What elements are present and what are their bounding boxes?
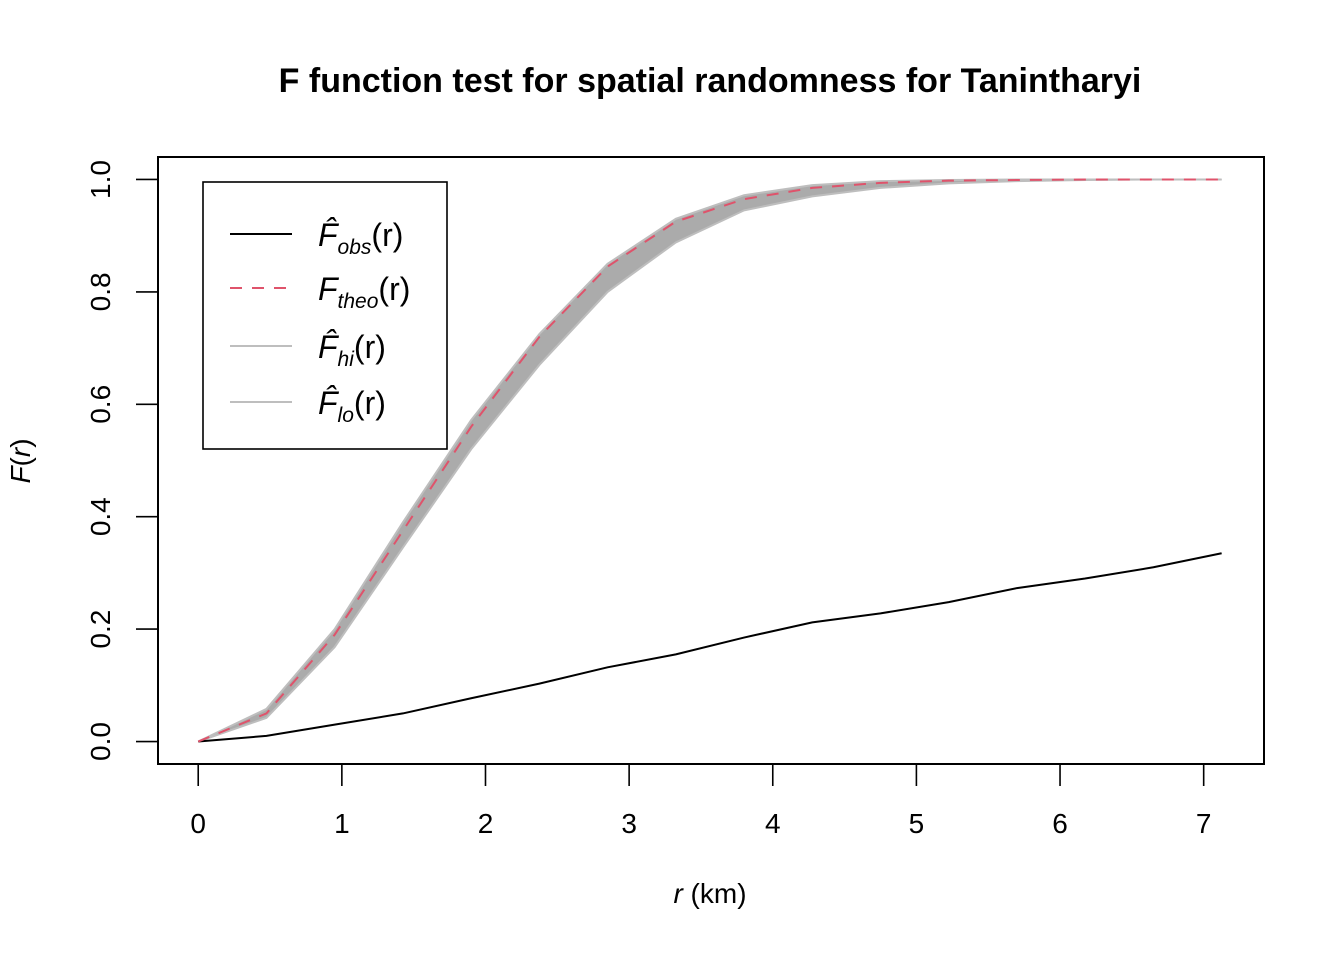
series-line-lo bbox=[197, 178, 1222, 743]
series-line-hi bbox=[197, 178, 1222, 743]
chart-title: F function test for spatial randomness f… bbox=[279, 62, 1142, 100]
y-tick-label: 0.4 bbox=[85, 497, 116, 536]
y-axis: 0.0 0.2 0.4 0.6 0.8 1.0 bbox=[85, 160, 159, 761]
legend-label-hi: F̂hi(r) bbox=[318, 329, 386, 371]
legend-box bbox=[202, 181, 448, 450]
y-tick-label: 1.0 bbox=[85, 160, 116, 199]
x-tick-label: 5 bbox=[909, 808, 925, 839]
legend-main: F̂ bbox=[318, 329, 340, 365]
y-tick-label: 0.6 bbox=[85, 385, 116, 424]
legend-sub: lo bbox=[338, 404, 355, 427]
legend-label-theo: Ftheo(r) bbox=[318, 271, 410, 313]
x-axis-label: r (km) bbox=[673, 878, 746, 909]
series-lines bbox=[197, 178, 1222, 743]
legend-arg: (r) bbox=[354, 329, 386, 365]
legend-label-obs: F̂obs(r) bbox=[318, 217, 403, 259]
x-tick-label: 0 bbox=[190, 808, 206, 839]
x-axis: 0 1 2 3 4 5 6 7 bbox=[190, 763, 1212, 839]
series-line-obs bbox=[198, 552, 1222, 743]
legend-sub: obs bbox=[338, 236, 372, 259]
legend-main: F̂ bbox=[318, 385, 340, 421]
x-tick-label: 6 bbox=[1052, 808, 1068, 839]
y-tick-label: 0.8 bbox=[85, 272, 116, 311]
x-axis-label-var: r bbox=[673, 878, 684, 909]
series-line-theo bbox=[197, 178, 1222, 743]
legend: F̂obs(r)Ftheo(r)F̂hi(r)F̂lo(r) bbox=[202, 181, 448, 450]
y-axis-label: F(r) bbox=[5, 438, 36, 483]
x-axis-label-unit: (km) bbox=[683, 878, 747, 909]
legend-main: F̂ bbox=[318, 217, 340, 253]
legend-arg: (r) bbox=[378, 271, 410, 307]
x-tick-label: 2 bbox=[478, 808, 494, 839]
legend-arg: (r) bbox=[354, 385, 386, 421]
legend-sub: hi bbox=[338, 348, 356, 371]
y-tick-label: 0.0 bbox=[85, 722, 116, 761]
x-tick-label: 1 bbox=[334, 808, 350, 839]
legend-label-lo: F̂lo(r) bbox=[318, 385, 386, 427]
legend-arg: (r) bbox=[371, 217, 403, 253]
y-axis-label-var: r bbox=[5, 446, 36, 457]
x-tick-label: 7 bbox=[1196, 808, 1212, 839]
y-axis-label-fn: F bbox=[5, 465, 36, 484]
y-tick-label: 0.2 bbox=[85, 610, 116, 649]
x-tick-label: 4 bbox=[765, 808, 781, 839]
legend-main: F bbox=[318, 271, 340, 307]
legend-sub: theo bbox=[338, 290, 379, 313]
x-tick-label: 3 bbox=[621, 808, 637, 839]
